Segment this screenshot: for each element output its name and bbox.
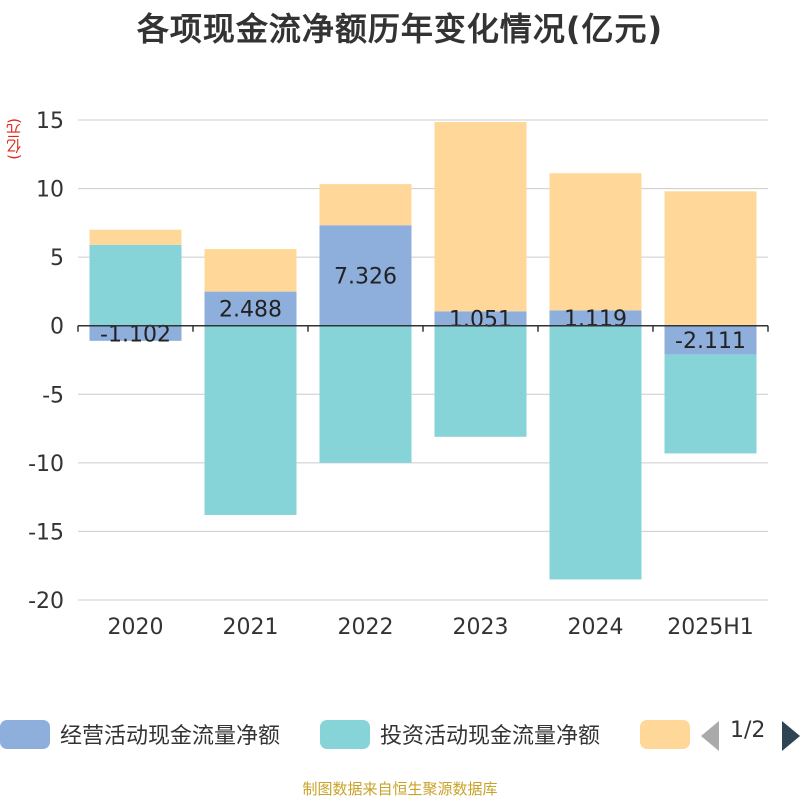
legend-label-investing: 投资活动现金流量净额 <box>380 724 601 749</box>
bar-investing-2020 <box>89 244 182 326</box>
y-tick-label: 10 <box>36 178 64 203</box>
x-tick-label: 2023 <box>453 615 509 640</box>
bar-operating-2021 <box>204 291 297 326</box>
y-tick-label: -10 <box>28 452 64 477</box>
x-tick-label: 2020 <box>108 615 164 640</box>
bar-operating-2020 <box>89 325 182 341</box>
bar-operating-2024 <box>549 310 642 326</box>
bar-investing-2021 <box>204 325 297 515</box>
legend-swatch-operating <box>0 720 50 749</box>
y-tick-label: -15 <box>28 520 64 545</box>
x-tick-label: 2021 <box>223 615 279 640</box>
bar-financing-2021 <box>204 249 297 292</box>
legend-next-page-icon[interactable] <box>782 721 800 751</box>
y-tick-label: -5 <box>42 383 64 408</box>
data-label-operating: 1.051 <box>449 308 512 333</box>
legend-page-indicator: 1/2 <box>730 718 766 743</box>
chart-title: 各项现金流净额历年变化情况(亿元) <box>136 10 664 48</box>
data-label-operating: 7.326 <box>334 264 397 289</box>
legend-label-operating: 经营活动现金流量净额 <box>60 724 281 749</box>
bar-financing-2022 <box>319 184 412 226</box>
x-tick-label: 2024 <box>568 615 624 640</box>
bar-financing-2023 <box>434 122 527 312</box>
y-tick-label: -20 <box>28 589 64 614</box>
legend-item-financing[interactable] <box>640 716 690 750</box>
bar-financing-2024 <box>549 173 642 311</box>
legend: 经营活动现金流量净额 投资活动现金流量净额 1/2 <box>0 712 800 756</box>
legend-swatch-financing <box>640 720 690 749</box>
bar-financing-2025H1 <box>664 191 757 326</box>
data-source-note: 制图数据来自恒生聚源数据库 <box>302 780 498 798</box>
y-tick-label: 15 <box>36 109 64 134</box>
data-label-operating: -2.111 <box>675 329 746 354</box>
y-tick-label: 5 <box>50 246 64 271</box>
bar-investing-2024 <box>549 325 642 580</box>
legend-prev-page-icon[interactable] <box>701 721 719 751</box>
data-label-operating: 1.119 <box>564 307 627 332</box>
bar-investing-2025H1 <box>664 354 757 454</box>
bar-operating-2023 <box>434 311 527 326</box>
bar-financing-2020 <box>89 229 182 245</box>
legend-swatch-investing <box>320 720 370 749</box>
x-tick-label: 2025H1 <box>667 615 754 640</box>
x-tick-label: 2022 <box>338 615 394 640</box>
bar-operating-2022 <box>319 225 412 326</box>
legend-item-operating[interactable]: 经营活动现金流量净额 <box>0 716 310 750</box>
bar-investing-2023 <box>434 325 527 437</box>
legend-item-investing[interactable]: 投资活动现金流量净额 <box>320 716 630 750</box>
data-label-operating: 2.488 <box>219 298 282 323</box>
bar-investing-2022 <box>319 325 412 463</box>
y-tick-label: 0 <box>50 315 64 340</box>
bar-operating-2025H1 <box>664 325 757 355</box>
